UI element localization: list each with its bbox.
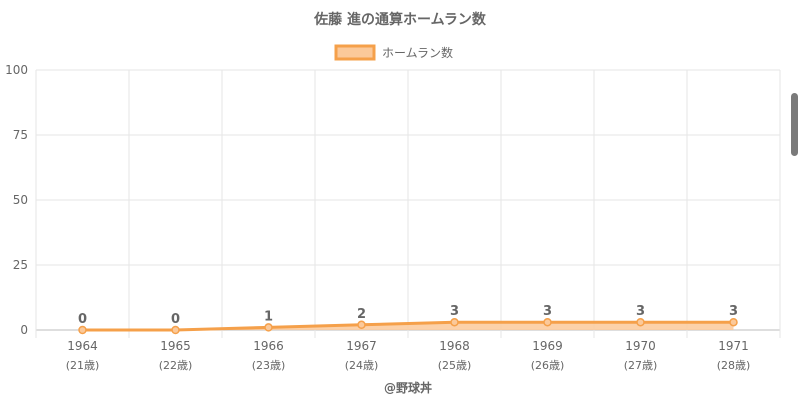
- y-tick-label: 25: [13, 258, 28, 272]
- data-label: 1: [264, 309, 273, 324]
- x-tick-sublabel: (23歳): [252, 359, 286, 372]
- data-point[interactable]: [357, 320, 366, 330]
- data-point[interactable]: [450, 317, 459, 327]
- y-tick-label: 75: [13, 128, 28, 142]
- x-tick-sublabel: (21歳): [66, 359, 100, 372]
- x-tick-label: 1966: [253, 339, 284, 353]
- x-tick-label: 1967: [346, 339, 377, 353]
- legend[interactable]: ホームラン数: [334, 44, 453, 61]
- x-tick-label: 1965: [160, 339, 191, 353]
- data-point[interactable]: [78, 325, 87, 335]
- x-tick-sublabel: (22歳): [159, 359, 193, 372]
- data-label: 3: [450, 304, 459, 319]
- data-point[interactable]: [171, 325, 180, 335]
- x-tick-label: 1971: [718, 339, 749, 353]
- data-label: 0: [78, 312, 87, 327]
- y-tick-label: 0: [20, 323, 28, 337]
- x-tick-sublabel: (28歳): [717, 359, 751, 372]
- x-tick-label: 1964: [67, 339, 98, 353]
- data-label: 0: [171, 312, 180, 327]
- data-label: 2: [357, 307, 366, 322]
- x-tick-sublabel: (26歳): [531, 359, 565, 372]
- legend-label: ホームラン数: [382, 45, 453, 60]
- x-tick-label: 1968: [439, 339, 470, 353]
- x-tick-sublabel: (25歳): [438, 359, 472, 372]
- scrollbar-thumb[interactable]: [791, 93, 798, 156]
- plot-area: 02550751001964(21歳)1965(22歳)1966(23歳)196…: [5, 63, 781, 372]
- data-label: 3: [729, 304, 738, 319]
- x-tick-label: 1970: [625, 339, 656, 353]
- data-label: 3: [543, 304, 552, 319]
- data-point[interactable]: [264, 323, 273, 332]
- y-tick-label: 100: [5, 63, 28, 77]
- series-line: [82, 320, 734, 332]
- legend-swatch: [334, 44, 376, 61]
- data-point[interactable]: [729, 317, 738, 327]
- x-tick-sublabel: (24歳): [345, 359, 379, 372]
- credit-label: @野球丼: [384, 380, 432, 395]
- x-tick-sublabel: (27歳): [624, 359, 658, 372]
- data-point[interactable]: [636, 317, 645, 327]
- x-tick-label: 1969: [532, 339, 563, 353]
- y-tick-label: 50: [13, 193, 28, 207]
- series-area: [82, 322, 734, 330]
- data-point[interactable]: [543, 317, 552, 327]
- data-label: 3: [636, 304, 645, 319]
- chart-title: 佐藤 進の通算ホームラン数: [313, 11, 487, 28]
